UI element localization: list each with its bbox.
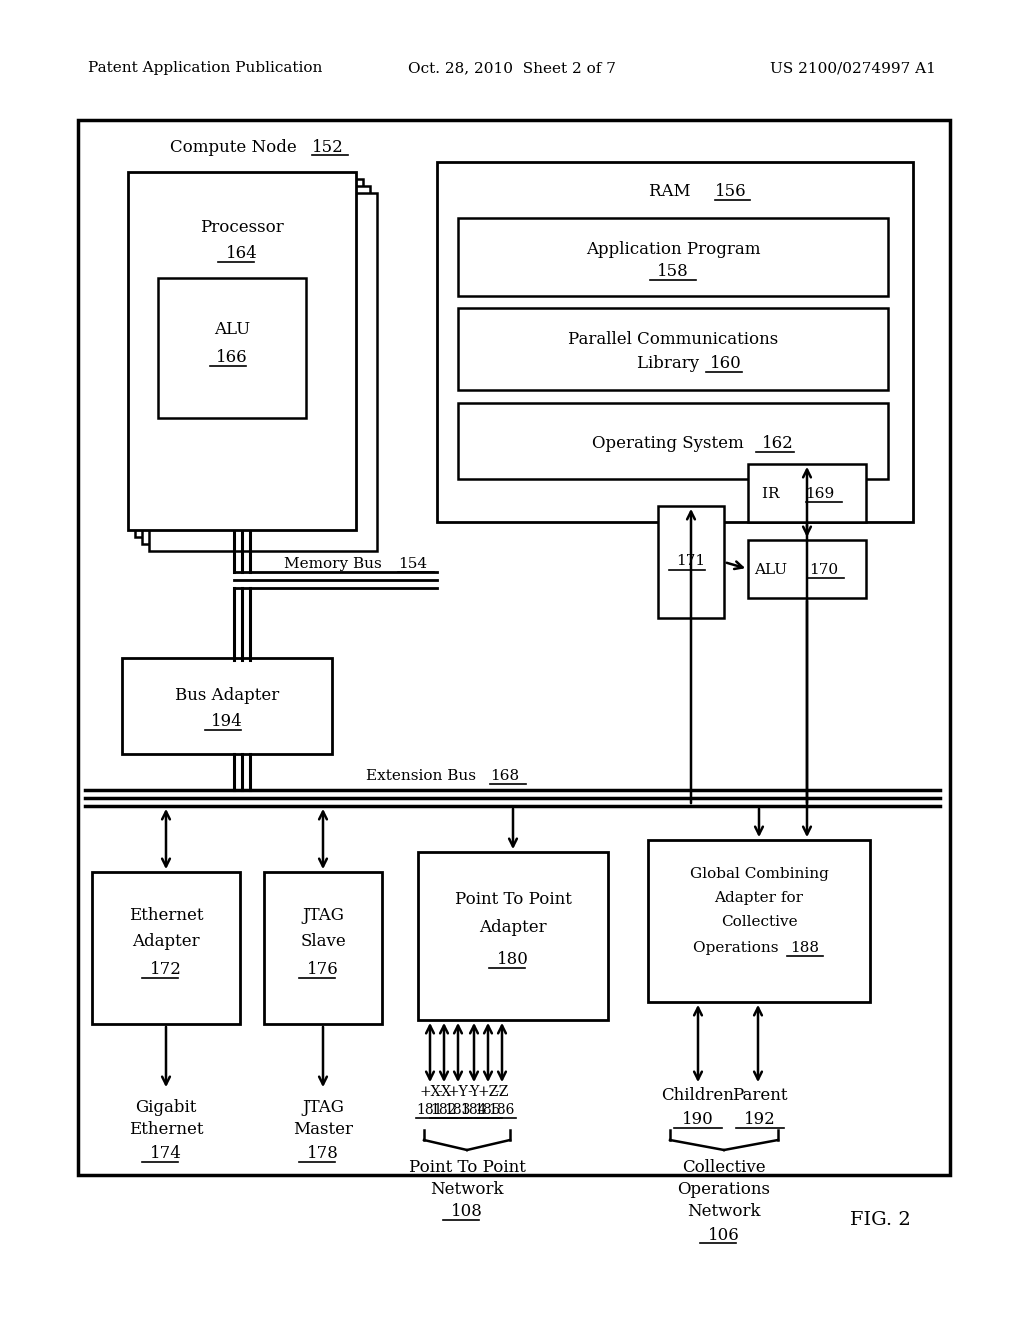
Text: JTAG: JTAG bbox=[302, 908, 344, 924]
Bar bbox=[648, 840, 870, 1002]
Text: +X: +X bbox=[419, 1085, 440, 1100]
Text: +Z: +Z bbox=[477, 1085, 499, 1100]
Text: -Y: -Y bbox=[468, 1085, 480, 1100]
Bar bbox=[418, 851, 608, 1020]
Text: 166: 166 bbox=[216, 350, 248, 367]
Text: Operating System: Operating System bbox=[592, 436, 754, 453]
Text: 154: 154 bbox=[398, 557, 427, 572]
Text: 108: 108 bbox=[451, 1204, 483, 1221]
Text: Ethernet: Ethernet bbox=[129, 1122, 203, 1138]
Text: 164: 164 bbox=[226, 246, 258, 263]
Text: JTAG: JTAG bbox=[302, 1100, 344, 1117]
Text: 156: 156 bbox=[715, 183, 746, 201]
Text: Global Combining: Global Combining bbox=[689, 867, 828, 880]
Text: 170: 170 bbox=[809, 564, 839, 577]
Text: Library: Library bbox=[637, 355, 710, 372]
Bar bbox=[748, 540, 866, 598]
Text: Point To Point: Point To Point bbox=[455, 891, 571, 908]
Bar bbox=[135, 180, 362, 537]
Text: ALU: ALU bbox=[755, 564, 798, 577]
Bar bbox=[142, 186, 370, 544]
Text: 194: 194 bbox=[211, 714, 243, 730]
Text: 106: 106 bbox=[709, 1226, 740, 1243]
Bar bbox=[458, 403, 888, 479]
Text: Parallel Communications: Parallel Communications bbox=[568, 331, 778, 348]
Text: Adapter for: Adapter for bbox=[715, 891, 804, 906]
Text: 182: 182 bbox=[431, 1104, 457, 1117]
Text: -Z: -Z bbox=[495, 1085, 509, 1100]
Text: 174: 174 bbox=[151, 1146, 182, 1163]
Text: Processor: Processor bbox=[200, 219, 284, 235]
Text: Patent Application Publication: Patent Application Publication bbox=[88, 61, 323, 75]
Text: Network: Network bbox=[430, 1181, 504, 1199]
Bar bbox=[122, 657, 332, 754]
Bar bbox=[437, 162, 913, 521]
Text: 180: 180 bbox=[497, 952, 529, 969]
Text: Adapter: Adapter bbox=[132, 933, 200, 950]
Bar bbox=[158, 279, 306, 418]
Text: Memory Bus: Memory Bus bbox=[284, 557, 391, 572]
Text: Slave: Slave bbox=[300, 933, 346, 950]
Text: Master: Master bbox=[293, 1122, 353, 1138]
Text: 192: 192 bbox=[744, 1111, 776, 1129]
Text: US 2100/0274997 A1: US 2100/0274997 A1 bbox=[770, 61, 936, 75]
Bar bbox=[92, 873, 240, 1024]
Text: Collective: Collective bbox=[721, 915, 798, 929]
Text: +Y: +Y bbox=[447, 1085, 468, 1100]
Text: Extension Bus: Extension Bus bbox=[366, 770, 485, 783]
Text: ALU: ALU bbox=[214, 322, 250, 338]
Bar bbox=[658, 506, 724, 618]
Text: 158: 158 bbox=[657, 264, 689, 281]
Text: Network: Network bbox=[687, 1204, 761, 1221]
Bar bbox=[78, 120, 950, 1175]
Text: 176: 176 bbox=[307, 961, 339, 978]
Text: Parent: Parent bbox=[732, 1086, 787, 1104]
Text: 181: 181 bbox=[417, 1104, 443, 1117]
Text: Bus Adapter: Bus Adapter bbox=[175, 688, 280, 705]
Text: IR: IR bbox=[763, 487, 790, 502]
Text: RAM: RAM bbox=[649, 183, 701, 201]
Text: 190: 190 bbox=[682, 1111, 714, 1129]
Text: 188: 188 bbox=[791, 941, 819, 954]
Text: 171: 171 bbox=[677, 554, 706, 568]
Text: -X: -X bbox=[437, 1085, 451, 1100]
Text: 186: 186 bbox=[488, 1104, 515, 1117]
Text: FIG. 2: FIG. 2 bbox=[850, 1210, 910, 1229]
Text: Operations: Operations bbox=[693, 941, 788, 954]
Bar bbox=[128, 172, 356, 531]
Text: Point To Point: Point To Point bbox=[409, 1159, 525, 1176]
Text: 168: 168 bbox=[490, 770, 519, 783]
Text: Ethernet: Ethernet bbox=[129, 908, 203, 924]
Bar bbox=[264, 873, 382, 1024]
Text: Collective: Collective bbox=[682, 1159, 766, 1176]
Text: 160: 160 bbox=[710, 355, 741, 372]
Text: Children: Children bbox=[662, 1086, 734, 1104]
Text: Oct. 28, 2010  Sheet 2 of 7: Oct. 28, 2010 Sheet 2 of 7 bbox=[408, 61, 616, 75]
Text: 152: 152 bbox=[312, 140, 344, 157]
Text: 178: 178 bbox=[307, 1146, 339, 1163]
Text: 185: 185 bbox=[475, 1104, 501, 1117]
Text: 184: 184 bbox=[461, 1104, 487, 1117]
Text: Operations: Operations bbox=[678, 1181, 770, 1199]
Text: 183: 183 bbox=[444, 1104, 471, 1117]
Text: Gigabit: Gigabit bbox=[135, 1100, 197, 1117]
Bar bbox=[150, 193, 377, 550]
Text: Application Program: Application Program bbox=[586, 242, 760, 259]
Text: 162: 162 bbox=[762, 436, 794, 453]
Bar bbox=[458, 218, 888, 296]
Text: 169: 169 bbox=[805, 487, 835, 502]
Text: Compute Node: Compute Node bbox=[170, 140, 307, 157]
Bar bbox=[458, 308, 888, 389]
Text: 172: 172 bbox=[151, 961, 182, 978]
Bar bbox=[748, 465, 866, 521]
Text: Adapter: Adapter bbox=[479, 920, 547, 936]
